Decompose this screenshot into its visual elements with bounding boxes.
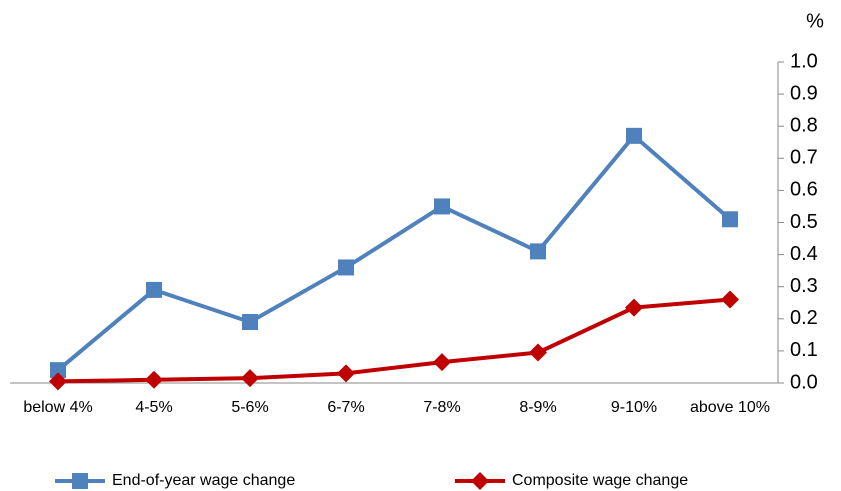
legend-marker [471,472,489,490]
data-point [338,259,354,276]
y-tick-label: 0.8 [790,114,818,136]
data-point [49,372,67,391]
data-point [146,281,162,298]
data-point [721,290,739,309]
x-tick-label: 9-10% [611,399,657,416]
legend-marker [72,473,88,489]
x-tick-label: 8-9% [519,399,556,416]
y-tick-label: 0.6 [790,179,818,201]
data-point [433,353,451,372]
data-point [434,198,450,215]
legend-label: End-of-year wage change [112,472,295,489]
x-tick-label: 5-6% [231,399,268,416]
y-tick-label: 0.3 [790,275,818,297]
series-line [56,133,732,372]
data-point [337,364,355,383]
x-tick-label: below 4% [23,399,92,416]
legend-label: Composite wage change [512,472,688,489]
data-point [530,243,546,260]
x-tick-label: 7-8% [423,399,460,416]
y-tick-label: 0.2 [790,307,818,329]
x-tick-label: above 10% [690,399,770,416]
series-line [57,297,731,384]
data-point [241,369,259,388]
x-tick-label: 4-5% [135,399,172,416]
y-tick-label: 0.9 [790,82,818,104]
data-point [242,314,258,331]
y-tick-label: 1.0 [790,50,818,72]
data-point [145,370,163,389]
data-point [625,298,643,317]
y-tick-label: 0.5 [790,211,818,233]
data-point [626,127,642,144]
y-axis-unit: % [806,10,824,32]
data-point [722,211,738,228]
data-point [50,362,66,379]
y-tick-label: 0.0 [790,371,818,393]
y-tick-label: 0.1 [790,339,818,361]
y-tick-label: 0.4 [790,243,818,265]
y-tick-label: 0.7 [790,147,818,169]
x-tick-label: 6-7% [327,399,364,416]
data-point [529,343,547,362]
